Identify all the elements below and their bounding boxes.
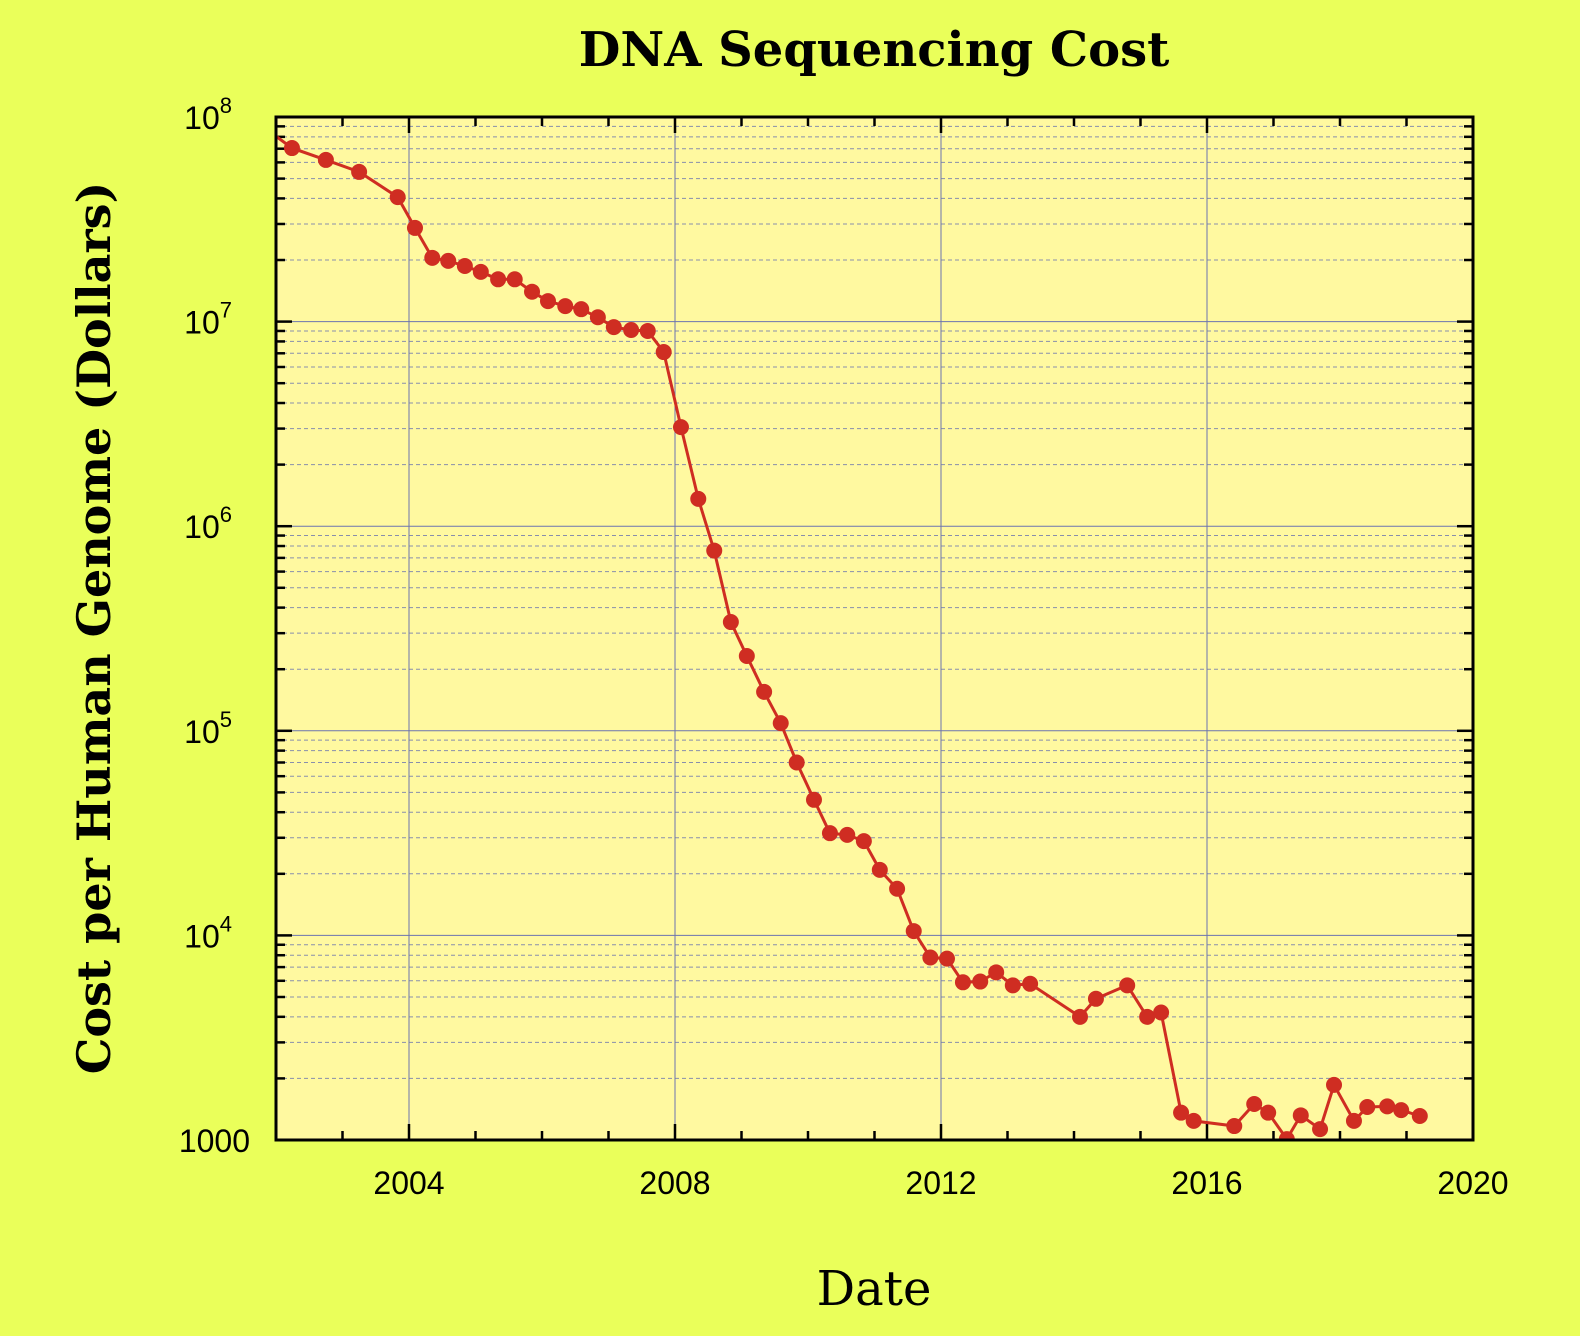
data-point (490, 271, 507, 288)
data-point (821, 825, 838, 842)
data-point (655, 344, 672, 361)
x-tick-label: 2008 (639, 1165, 710, 1201)
y-tick-base: 10 (184, 305, 220, 341)
data-point (623, 321, 640, 338)
data-point (889, 880, 906, 897)
data-point (456, 257, 473, 274)
y-tick-label: 108 (184, 93, 232, 136)
y-axis-label: Cost per Human Genome (Dollars) (67, 182, 121, 1075)
data-point (722, 614, 739, 631)
data-point (1022, 975, 1039, 992)
data-point (317, 151, 334, 168)
data-point (248, 114, 264, 130)
x-tick-label: 2012 (905, 1165, 976, 1201)
data-point (1393, 1102, 1410, 1119)
data-point (672, 419, 689, 436)
data-point (1359, 1098, 1376, 1115)
data-point (1379, 1098, 1396, 1115)
data-point (1312, 1121, 1329, 1138)
data-point (389, 189, 406, 206)
data-point (1004, 977, 1021, 994)
data-point (988, 964, 1005, 981)
data-point (922, 949, 939, 966)
data-point (440, 252, 457, 269)
data-point (1292, 1107, 1309, 1124)
data-point (1119, 977, 1136, 994)
data-point (1226, 1118, 1243, 1135)
data-point (605, 319, 622, 336)
x-tick-label: 2020 (1437, 1165, 1508, 1201)
data-point (557, 298, 574, 315)
data-point (539, 293, 556, 310)
data-point (1185, 1112, 1202, 1129)
y-tick-exponent: 5 (220, 707, 232, 732)
data-point (756, 683, 773, 700)
x-tick-label: 2016 (1171, 1165, 1242, 1201)
data-point (506, 271, 523, 288)
data-point (639, 322, 656, 339)
y-tick-exponent: 4 (220, 911, 232, 936)
data-point (954, 974, 971, 991)
y-tick-base: 10 (184, 509, 220, 545)
data-point (472, 263, 489, 280)
y-tick-exponent: 8 (220, 93, 232, 118)
data-point (805, 791, 822, 808)
y-tick-base: 10 (184, 714, 220, 750)
data-point (1087, 990, 1104, 1007)
x-tick-labels: 2004 2008 2012 2016 2020 (373, 1165, 1508, 1201)
series-markers (248, 114, 1428, 1140)
data-point (938, 950, 955, 967)
data-point (839, 826, 856, 843)
grid (276, 117, 1473, 1140)
x-axis-label: Date (817, 1261, 932, 1317)
data-point (283, 140, 300, 157)
data-point (1139, 1008, 1156, 1025)
y-tick-label: 105 (184, 707, 232, 750)
y-tick-label: 1000 (179, 1123, 250, 1159)
plot-frame (274, 115, 1475, 1142)
data-point (738, 648, 755, 665)
data-point (905, 923, 922, 940)
y-tick-label: 106 (184, 502, 232, 545)
data-point (772, 715, 789, 732)
data-point (972, 973, 989, 990)
data-point (1345, 1112, 1362, 1129)
data-point (1326, 1076, 1343, 1093)
data-point (871, 861, 888, 878)
data-point (1246, 1095, 1263, 1112)
data-point (351, 163, 368, 180)
y-tick-base: 10 (184, 918, 220, 954)
data-point (424, 249, 441, 266)
data-point (788, 754, 805, 771)
y-tick-base: 10 (184, 100, 220, 136)
x-tick-label: 2004 (373, 1165, 444, 1201)
data-point (1071, 1008, 1088, 1025)
y-tick-exponent: 7 (220, 298, 232, 323)
y-tick-label: 104 (184, 911, 232, 954)
y-tick-exponent: 6 (220, 502, 232, 527)
data-point (406, 219, 423, 236)
data-point (524, 283, 541, 300)
data-point (706, 542, 723, 559)
y-tick-base: 1000 (179, 1123, 250, 1159)
plot-area (276, 117, 1473, 1140)
data-point (1173, 1104, 1190, 1121)
data-point (1260, 1104, 1277, 1121)
y-tick-label: 107 (184, 298, 232, 341)
data-point (690, 490, 707, 507)
chart-title: DNA Sequencing Cost (579, 22, 1170, 78)
data-point (1411, 1108, 1428, 1125)
data-point (1278, 1131, 1295, 1140)
data-point (573, 301, 590, 318)
data-point (1153, 1004, 1170, 1021)
data-point (589, 309, 606, 326)
data-point (855, 833, 872, 850)
